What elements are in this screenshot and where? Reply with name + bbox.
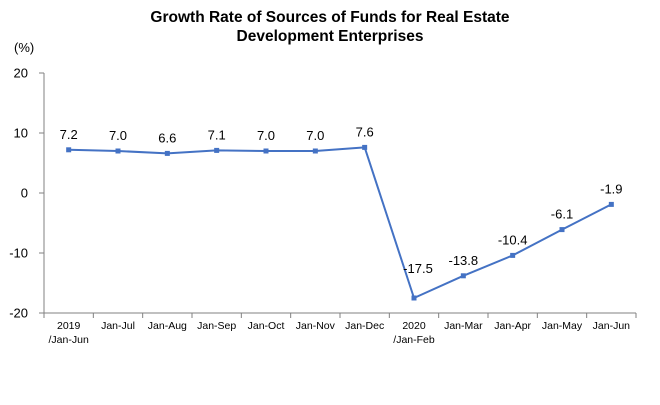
x-tick-label: Jan-Mar <box>444 320 483 332</box>
data-label: -6.1 <box>551 207 573 222</box>
x-tick-label: Jan-Dec <box>345 320 384 332</box>
data-label: 7.0 <box>109 128 127 143</box>
data-point-marker <box>66 147 72 153</box>
x-tick-label: 2019 <box>57 320 81 332</box>
data-label: -13.8 <box>449 253 479 268</box>
x-tick-label: Jan-Jul <box>101 320 135 332</box>
data-label: 7.0 <box>306 128 324 143</box>
data-point-marker <box>115 148 121 154</box>
data-point-marker <box>312 148 318 154</box>
data-point-marker <box>263 148 269 154</box>
x-tick-label: Jan-Apr <box>494 320 531 332</box>
x-tick-label: /Jan-Feb <box>393 334 435 346</box>
x-tick-label: Jan-Nov <box>296 320 336 332</box>
y-axis-unit-label: (%) <box>14 40 35 55</box>
series-line <box>68 146 612 299</box>
data-label: 7.0 <box>257 128 275 143</box>
x-tick-label: /Jan-Jun <box>49 334 89 346</box>
y-tick-label: 10 <box>14 126 28 141</box>
data-point-marker <box>411 295 417 301</box>
data-label: -10.4 <box>498 232 528 247</box>
data-point-marker <box>559 227 565 233</box>
data-point-marker <box>362 144 368 150</box>
x-tick-label: 2020 <box>402 320 426 332</box>
x-tick-label: Jan-Aug <box>148 320 187 332</box>
data-label: 7.1 <box>208 127 226 142</box>
x-tick-label: Jan-Oct <box>248 320 285 332</box>
chart-title-line-2: Development Enterprises <box>236 28 424 45</box>
data-point-marker <box>510 252 516 258</box>
data-label: -1.9 <box>600 181 622 196</box>
data-point-marker <box>460 273 466 279</box>
x-tick-label: Jan-Sep <box>197 320 236 332</box>
data-label: 7.2 <box>60 127 78 142</box>
data-label: 6.6 <box>158 130 176 145</box>
data-point-marker <box>214 147 220 153</box>
x-tick-label: Jan-Jun <box>593 320 631 332</box>
data-label: 7.6 <box>356 124 374 139</box>
y-tick-label: 20 <box>14 66 28 81</box>
y-tick-label: 0 <box>21 186 28 201</box>
chart-title-line-1: Growth Rate of Sources of Funds for Real… <box>150 9 510 26</box>
data-label: -17.5 <box>403 261 433 276</box>
data-point-marker <box>608 201 614 207</box>
x-tick-label: Jan-May <box>542 320 583 332</box>
y-tick-label: -20 <box>9 306 28 321</box>
data-point-marker <box>164 150 170 156</box>
y-tick-label: -10 <box>9 246 28 261</box>
chart-title: Growth Rate of Sources of Funds for Real… <box>0 8 660 46</box>
